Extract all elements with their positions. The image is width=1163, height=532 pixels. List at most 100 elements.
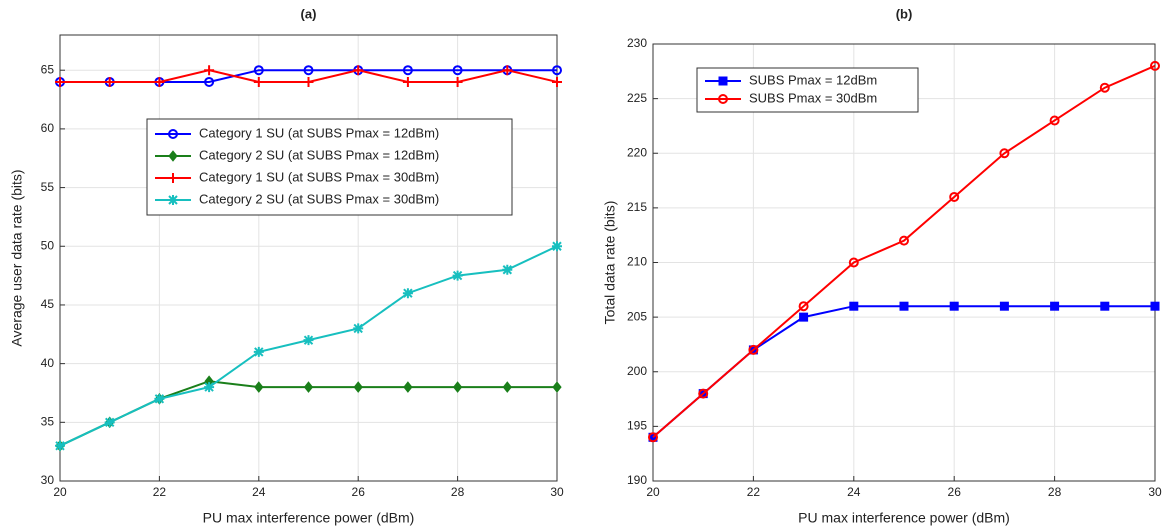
- y-tick-label: 55: [41, 180, 55, 194]
- marker: [1099, 82, 1110, 93]
- x-tick-label: 22: [747, 485, 761, 499]
- marker: [104, 76, 115, 87]
- legend: SUBS Pmax = 12dBm SUBS Pmax = 30dBm: [696, 67, 919, 113]
- y-tick-label: 200: [627, 364, 647, 378]
- legend-label: Category 1 SU (at SUBS Pmax = 30dBm): [199, 169, 439, 184]
- y-tick-label: 50: [41, 238, 55, 252]
- x-tick-label: 26: [948, 485, 962, 499]
- marker: [798, 301, 809, 312]
- marker: [204, 65, 215, 76]
- chart-title: (b): [896, 6, 913, 21]
- x-tick-label: 30: [1148, 485, 1162, 499]
- marker: [849, 301, 859, 311]
- marker: [502, 381, 512, 393]
- marker: [799, 312, 809, 322]
- legend-label: Category 2 SU (at SUBS Pmax = 12dBm): [199, 147, 439, 162]
- marker: [55, 440, 65, 451]
- marker: [168, 129, 178, 139]
- marker: [452, 381, 463, 393]
- x-tick-label: 30: [550, 485, 564, 499]
- marker: [552, 241, 562, 252]
- marker: [502, 264, 513, 275]
- y-tick-label: 195: [627, 419, 647, 433]
- marker: [168, 195, 178, 205]
- marker: [168, 150, 178, 162]
- marker: [402, 65, 413, 76]
- marker: [748, 344, 759, 355]
- marker: [949, 301, 959, 311]
- marker: [552, 381, 562, 393]
- marker: [1150, 301, 1160, 311]
- marker: [1049, 115, 1060, 126]
- marker: [718, 76, 728, 86]
- axes-frame: [652, 43, 1156, 482]
- marker: [718, 94, 728, 104]
- marker: [204, 382, 215, 393]
- x-tick-label: 20: [646, 485, 660, 499]
- marker: [253, 346, 264, 357]
- marker: [1100, 301, 1110, 311]
- marker: [552, 76, 562, 87]
- marker: [452, 76, 463, 87]
- marker: [452, 270, 463, 281]
- x-tick-label: 28: [451, 485, 465, 499]
- marker: [204, 76, 215, 87]
- y-tick-label: 40: [41, 356, 55, 370]
- y-axis-label: Total data rate (bits): [602, 201, 618, 325]
- y-tick-label: 65: [41, 62, 55, 76]
- marker: [168, 173, 178, 183]
- marker: [303, 335, 314, 346]
- marker: [303, 76, 314, 87]
- y-tick-label: 205: [627, 309, 647, 323]
- marker: [848, 257, 859, 268]
- x-tick-label: 20: [53, 485, 67, 499]
- marker: [253, 65, 264, 76]
- marker: [899, 301, 909, 311]
- legend-box: [696, 67, 919, 113]
- legend: Category 1 SU (at SUBS Pmax = 12dBm) Cate…: [146, 118, 513, 216]
- marker: [949, 191, 960, 202]
- marker: [353, 323, 364, 334]
- marker: [154, 393, 165, 404]
- marker: [104, 417, 115, 428]
- y-axis-label: Average user data rate (bits): [9, 169, 25, 346]
- y-tick-label: 45: [41, 297, 55, 311]
- legend-label: SUBS Pmax = 30dBm: [749, 90, 877, 105]
- axes-frame: [59, 34, 558, 482]
- legend-label: Category 1 SU (at SUBS Pmax = 12dBm): [199, 125, 439, 140]
- y-tick-label: 220: [627, 145, 647, 159]
- x-tick-label: 24: [847, 485, 861, 499]
- marker: [303, 381, 314, 393]
- x-axis-label: PU max interference power (dBm): [203, 510, 415, 526]
- marker: [999, 301, 1009, 311]
- legend-label: SUBS Pmax = 12dBm: [749, 72, 877, 87]
- marker: [999, 148, 1010, 159]
- marker: [253, 76, 264, 87]
- x-tick-label: 26: [352, 485, 366, 499]
- marker: [502, 65, 513, 76]
- marker: [899, 235, 909, 246]
- marker: [402, 76, 413, 87]
- marker: [353, 381, 363, 393]
- marker: [303, 65, 314, 76]
- marker: [353, 65, 364, 76]
- marker: [698, 388, 709, 399]
- y-tick-label: 215: [627, 200, 647, 214]
- chart-title: (a): [301, 6, 317, 21]
- y-tick-label: 210: [627, 255, 647, 269]
- marker: [648, 432, 658, 443]
- x-tick-label: 24: [252, 485, 266, 499]
- y-tick-label: 190: [627, 473, 647, 487]
- marker: [254, 381, 264, 393]
- y-tick-label: 30: [41, 473, 55, 487]
- marker: [552, 65, 562, 76]
- x-tick-label: 28: [1048, 485, 1062, 499]
- marker: [402, 288, 413, 299]
- y-tick-label: 225: [627, 91, 647, 105]
- marker: [452, 65, 463, 76]
- legend-label: Category 2 SU (at SUBS Pmax = 30dBm): [199, 191, 439, 206]
- y-tick-label: 35: [41, 414, 55, 428]
- marker: [403, 381, 413, 393]
